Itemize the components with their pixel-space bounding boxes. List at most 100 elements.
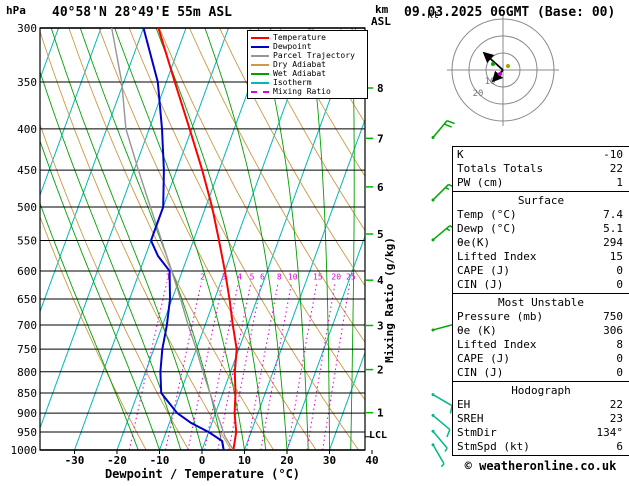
index-label: SREH: [457, 412, 484, 425]
line-shape: [432, 120, 448, 138]
indices-section-surface: Surface Temp (°C) 7.4 Dewp (°C) 5.1 θe(K) 294 L…: [453, 191, 629, 293]
isotherm-line: [0, 28, 16, 450]
index-value: 22: [609, 398, 623, 411]
mixing-ratio-line: [287, 282, 318, 450]
km-tick-label: 5: [377, 228, 384, 241]
dry-adiabat-line: [279, 28, 365, 177]
index-row: Totals Totals 22: [453, 162, 629, 176]
km-tick-label: 2: [377, 364, 384, 377]
temp-tick-label: 40: [365, 454, 378, 467]
pressure-tick-label: 700: [17, 319, 37, 332]
mixing-ratio-line: [306, 282, 336, 450]
mixing-ratio-label: 2: [200, 273, 205, 282]
index-row: CIN (J) 0: [453, 278, 629, 292]
hodograph-ring-label: 10: [485, 77, 496, 87]
index-row: Lifted Index 8: [453, 338, 629, 352]
index-row: EH 22: [453, 398, 629, 412]
index-label: CIN (J): [457, 366, 504, 379]
section-title: Hodograph: [511, 384, 571, 397]
mixing-ratio-label: 3: [221, 273, 226, 282]
isotherm-line: [116, 28, 272, 450]
circle-shape: [431, 198, 435, 202]
mixing-ratio-line: [260, 282, 293, 450]
legend: Temperature Dewpoint Parcel Trajectory Dry …: [247, 30, 368, 99]
lcl-label: LCL: [369, 430, 388, 441]
pressure-tick-label: 300: [17, 22, 37, 35]
line-shape: [432, 430, 448, 449]
mixing-ratio-line: [187, 282, 224, 450]
index-value: 7.4: [603, 208, 623, 221]
index-row: CIN (J) 0: [453, 366, 629, 380]
station-title: 40°58'N 28°49'E 55m ASL: [52, 5, 233, 20]
hodograph-ring-label: 20: [473, 89, 484, 99]
circle-shape: [431, 429, 435, 433]
altitude-axis-unit-asl: ASL: [371, 15, 391, 28]
line-shape: [449, 405, 453, 414]
line-shape: [432, 225, 451, 241]
circle-shape: [431, 328, 435, 332]
index-label: θe (K): [457, 324, 497, 337]
mixing-ratio-line: [165, 282, 202, 450]
index-value: 0: [616, 352, 623, 365]
index-row: Pressure (mb) 750: [453, 310, 629, 324]
index-value: 22: [609, 162, 623, 175]
line-shape: [443, 123, 452, 128]
isotherm-line: [329, 351, 365, 450]
line-shape: [432, 323, 455, 331]
index-row: SREH 23: [453, 412, 629, 426]
km-tick-label: 4: [377, 274, 384, 287]
indices-section: K -10 Totals Totals 22 PW (cm) 1: [453, 147, 629, 191]
pressure-tick-label: 900: [17, 407, 37, 420]
hodograph-vector: [491, 69, 504, 83]
mixing-ratio-label: 8: [277, 273, 282, 282]
legend-item: Dry Adiabat: [251, 60, 364, 69]
index-label: Lifted Index: [457, 338, 537, 351]
index-value: 1: [616, 176, 623, 189]
legend-item: Temperature: [251, 33, 364, 42]
legend-item: Wet Adiabat: [251, 69, 364, 78]
hodograph-point: [498, 72, 502, 76]
legend-label: Parcel Trajectory: [273, 51, 355, 60]
mixing-ratio-label: 20: [331, 273, 341, 282]
hodograph-point: [491, 62, 495, 66]
mixing-ratio-axis-label: Mixing Ratio (g/kg): [383, 237, 396, 363]
indices-section-hodograph: Hodograph EH 22 SREH 23 StmDir 134° StmSpd (kt)…: [453, 381, 629, 455]
legend-swatch: [251, 90, 269, 93]
index-row: PW (cm) 1: [453, 176, 629, 190]
dry-adiabat-line: [40, 30, 232, 450]
dewpoint-curve: [142, 28, 225, 450]
index-row: θe(K) 294: [453, 236, 629, 250]
km-tick-label: 7: [377, 132, 384, 145]
indices-panel: K -10 Totals Totals 22 PW (cm) 1 Surface Temp (…: [452, 146, 629, 456]
line-shape: [445, 186, 450, 191]
legend-label: Dewpoint: [273, 42, 312, 51]
circle-shape: [431, 413, 435, 417]
circle-shape: [431, 238, 435, 242]
pressure-tick-label: 1000: [11, 444, 38, 457]
index-value: 23: [609, 412, 623, 425]
index-label: Lifted Index: [457, 250, 537, 263]
index-row: CAPE (J) 0: [453, 264, 629, 278]
km-tick-label: 6: [377, 181, 384, 194]
circle-shape: [431, 393, 435, 397]
pressure-tick-label: 600: [17, 265, 37, 278]
index-label: Dewp (°C): [457, 222, 517, 235]
index-label: Pressure (mb): [457, 310, 544, 323]
index-value: -10: [603, 148, 623, 161]
index-label: EH: [457, 398, 471, 411]
index-label: StmDir: [457, 426, 497, 439]
km-tick-label: 1: [377, 407, 384, 420]
index-label: K: [457, 148, 464, 161]
wind-barb: [431, 393, 453, 414]
index-label: PW (cm): [457, 176, 504, 189]
temp-tick-label: -30: [65, 454, 85, 467]
pressure-tick-label: 750: [17, 343, 37, 356]
legend-swatch: [251, 81, 269, 84]
legend-label: Dry Adiabat: [273, 60, 326, 69]
index-row: θe (K) 306: [453, 324, 629, 338]
index-row: StmDir 134°: [453, 426, 629, 440]
temp-tick-label: 0: [199, 454, 206, 467]
wet-adiabat-line: [50, 28, 203, 450]
mixing-ratio-line: [322, 282, 351, 450]
section-title: Most Unstable: [497, 296, 585, 309]
